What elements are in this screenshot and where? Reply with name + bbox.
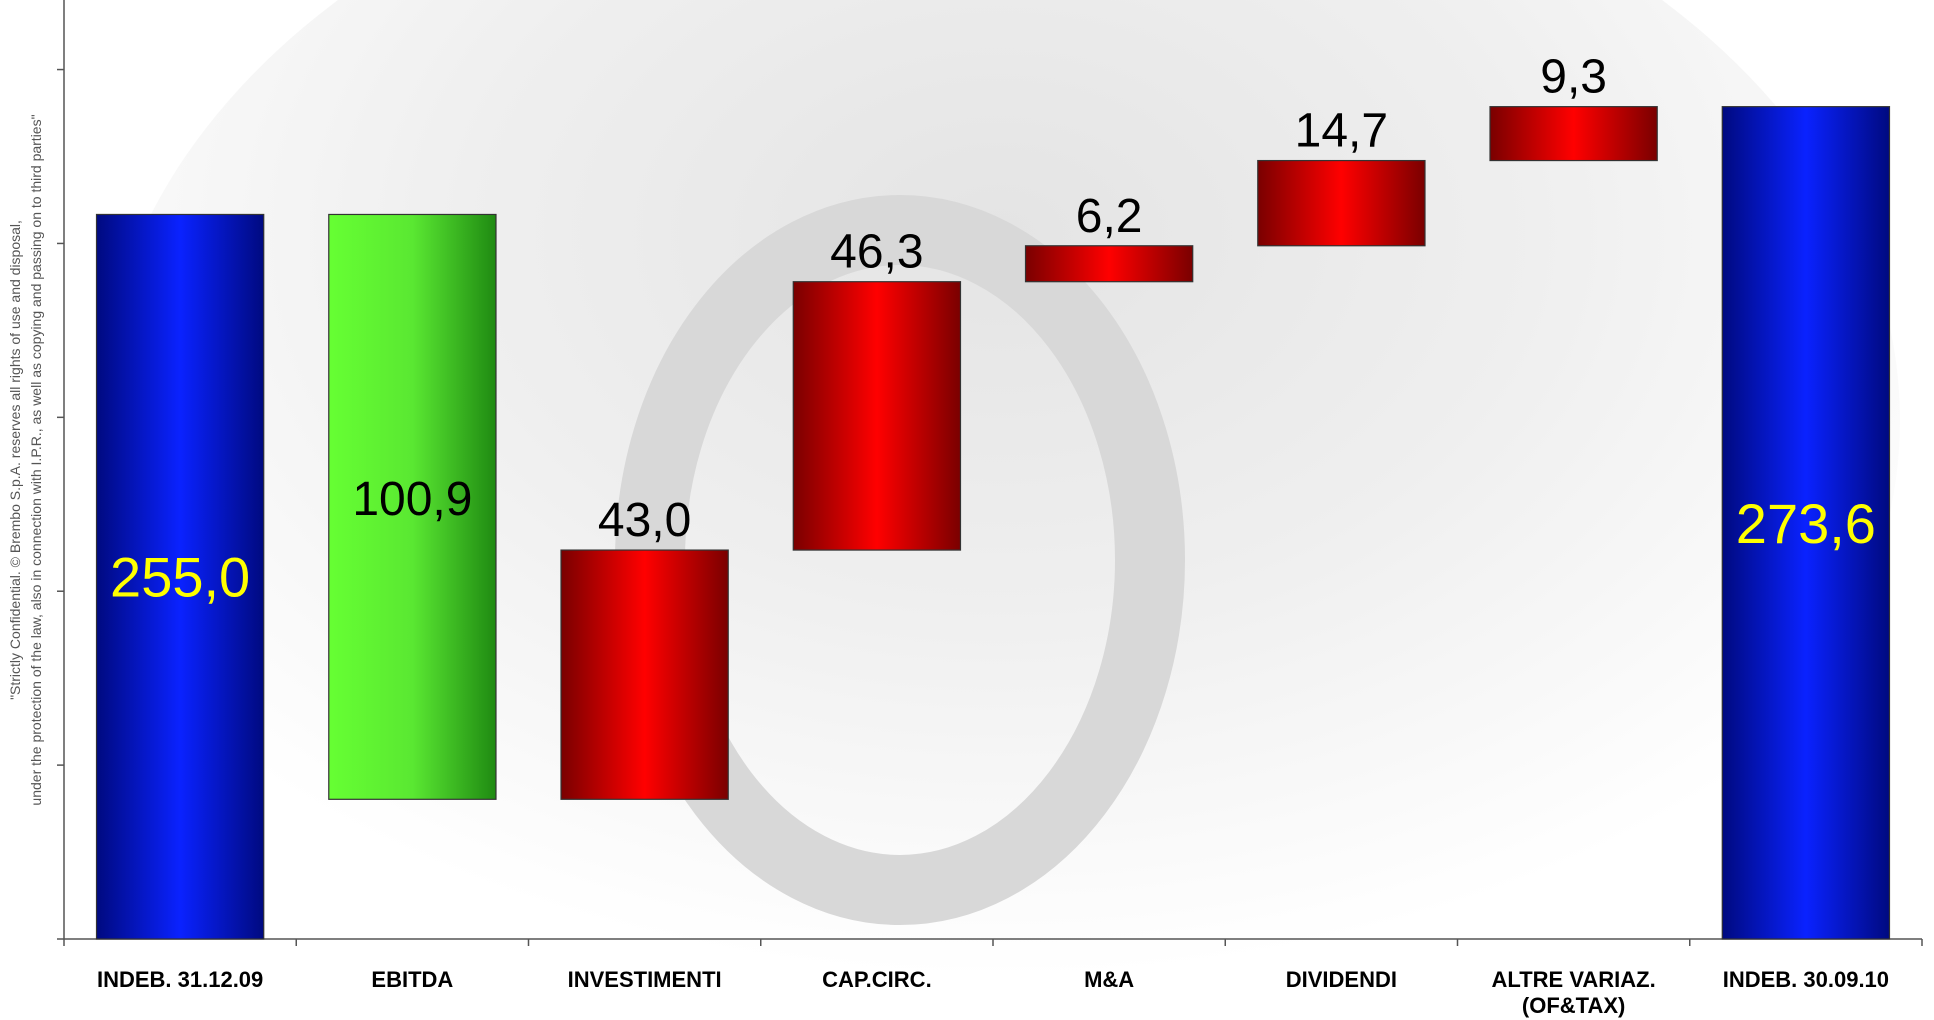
value-label: 43,0 xyxy=(598,494,691,547)
x-tick-label: M&A xyxy=(1084,967,1135,992)
bar xyxy=(95,213,265,940)
bar xyxy=(792,281,962,551)
bar xyxy=(560,549,729,800)
x-tick-label: INVESTIMENTI xyxy=(567,967,722,992)
notice-line: "Strictly Confidential. © Brembo S.p.A. … xyxy=(7,220,23,700)
bar xyxy=(1489,106,1658,162)
value-label: 9,3 xyxy=(1540,51,1607,104)
value-label: 100,9 xyxy=(352,473,472,526)
x-tick-label: ALTRE VARIAZ. (OF&TAX) xyxy=(1491,967,1656,1018)
x-tick-label: INDEB. 31.12.09 xyxy=(96,967,264,992)
x-tick-label: INDEB. 30.09.10 xyxy=(1722,967,1890,992)
x-tick-label: CAP.CIRC. xyxy=(822,967,932,992)
x-tick-label: DIVIDENDI xyxy=(1285,967,1397,992)
notice: "Strictly Confidential. © Brembo S.p.A. … xyxy=(7,114,44,805)
bar xyxy=(1024,245,1194,283)
background-logo xyxy=(100,0,1900,1020)
value-label: 255,0 xyxy=(110,546,250,609)
notice-line: under the protection of the law, also in… xyxy=(28,114,44,805)
value-label: 46,3 xyxy=(830,226,923,279)
bar xyxy=(1721,106,1891,940)
x-tick-label: EBITDA xyxy=(371,967,454,992)
value-label: 6,2 xyxy=(1076,190,1143,243)
bar xyxy=(328,213,497,800)
value-label: 14,7 xyxy=(1295,105,1388,158)
value-label: 273,6 xyxy=(1736,492,1876,555)
bar xyxy=(1257,159,1426,247)
